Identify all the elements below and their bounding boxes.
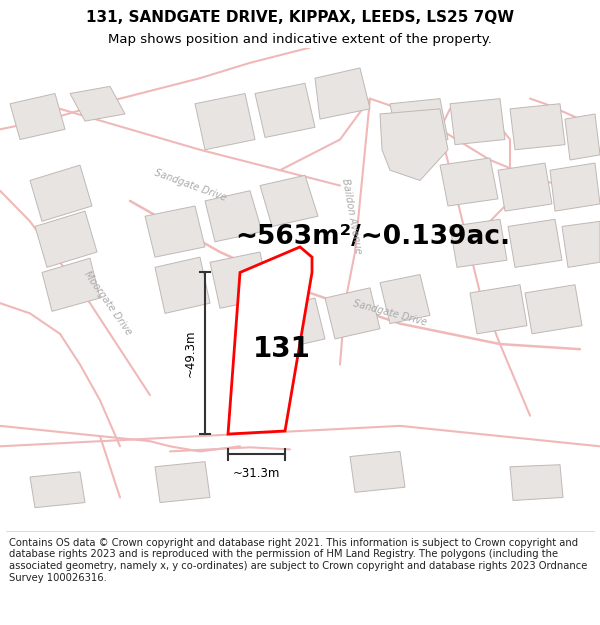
Polygon shape [508,219,562,268]
Polygon shape [325,288,380,339]
Polygon shape [510,104,565,150]
Polygon shape [210,252,270,308]
Text: Sandgate Drive: Sandgate Drive [352,299,428,328]
Polygon shape [380,109,448,181]
Polygon shape [440,158,498,206]
Polygon shape [390,99,448,144]
Text: 131, SANDGATE DRIVE, KIPPAX, LEEDS, LS25 7QW: 131, SANDGATE DRIVE, KIPPAX, LEEDS, LS25… [86,9,514,24]
Polygon shape [565,114,600,160]
Polygon shape [42,258,100,311]
Polygon shape [205,191,262,242]
Polygon shape [550,163,600,211]
Polygon shape [145,206,205,257]
Text: Contains OS data © Crown copyright and database right 2021. This information is : Contains OS data © Crown copyright and d… [9,538,587,582]
Polygon shape [228,247,312,434]
Polygon shape [510,465,563,501]
Polygon shape [260,176,318,226]
Text: Moorgate Drive: Moorgate Drive [82,269,134,337]
Polygon shape [562,221,600,268]
Polygon shape [30,165,92,221]
Text: ~31.3m: ~31.3m [233,467,280,480]
Polygon shape [35,211,97,268]
Polygon shape [380,274,430,324]
Polygon shape [450,219,507,268]
Text: 131: 131 [253,335,311,363]
Polygon shape [525,285,582,334]
Polygon shape [470,285,527,334]
Polygon shape [498,163,552,211]
Polygon shape [30,472,85,508]
Text: ~49.3m: ~49.3m [184,329,197,377]
Polygon shape [315,68,370,119]
Polygon shape [10,94,65,139]
Text: Map shows position and indicative extent of the property.: Map shows position and indicative extent… [108,33,492,46]
Polygon shape [195,94,255,150]
Text: ~563m²/~0.139ac.: ~563m²/~0.139ac. [235,224,510,249]
Polygon shape [155,462,210,503]
Polygon shape [270,298,325,349]
Polygon shape [70,86,125,121]
Polygon shape [255,83,315,138]
Polygon shape [450,99,505,144]
Polygon shape [350,451,405,493]
Text: Sandgate Drive: Sandgate Drive [152,168,227,203]
Polygon shape [155,257,210,313]
Text: Baildon Avenue: Baildon Avenue [340,177,364,255]
